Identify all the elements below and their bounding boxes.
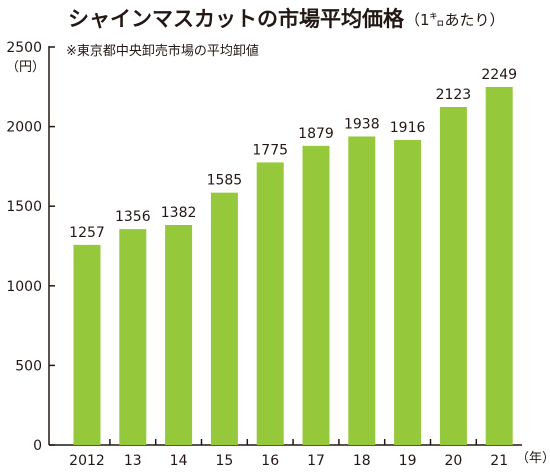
data-label: 1879 xyxy=(298,126,334,142)
bar xyxy=(165,224,193,445)
x-tick-label: 21 xyxy=(490,453,508,469)
bar xyxy=(348,136,376,445)
data-label: 1356 xyxy=(115,209,151,225)
bar xyxy=(394,139,422,446)
bar xyxy=(119,229,147,445)
y-tick-label: 2500 xyxy=(6,40,42,56)
x-axis-unit-label: （年） xyxy=(516,451,550,466)
bar xyxy=(485,86,513,445)
source-note: ※東京都中央卸売市場の平均卸値 xyxy=(66,43,259,59)
x-tick-label: 16 xyxy=(261,453,279,469)
y-tick-label: 2000 xyxy=(6,120,42,136)
x-tick-label: 19 xyxy=(399,453,417,469)
y-axis-unit-label: （円） xyxy=(6,60,45,75)
bar xyxy=(439,107,467,445)
x-tick-label: 13 xyxy=(124,453,142,469)
y-tick-label: 0 xyxy=(33,438,42,454)
y-tick-label: 1500 xyxy=(6,199,42,215)
chart-title-unit: （1㌔あたり） xyxy=(405,11,505,29)
x-tick-label: 17 xyxy=(307,453,325,469)
bar xyxy=(210,192,238,445)
x-tick-label: 20 xyxy=(444,453,462,469)
data-label: 1585 xyxy=(207,173,243,189)
data-label: 1916 xyxy=(390,120,426,136)
x-tick-label: 18 xyxy=(353,453,371,469)
chart-title: シャインマスカットの市場平均価格 xyxy=(68,7,405,31)
data-label: 1382 xyxy=(161,205,197,221)
data-label: 1775 xyxy=(252,142,288,158)
y-tick-label: 1000 xyxy=(6,279,42,295)
bar xyxy=(73,244,101,445)
y-tick-label: 500 xyxy=(15,358,42,374)
data-label: 2123 xyxy=(436,87,472,103)
bar xyxy=(256,162,284,446)
x-tick-label: 2012 xyxy=(69,453,105,469)
data-label: 1938 xyxy=(344,116,380,132)
x-tick-label: 14 xyxy=(170,453,188,469)
bar xyxy=(302,145,330,445)
data-label: 2249 xyxy=(481,67,517,83)
x-tick-label: 15 xyxy=(215,453,233,469)
data-label: 1257 xyxy=(69,225,105,241)
